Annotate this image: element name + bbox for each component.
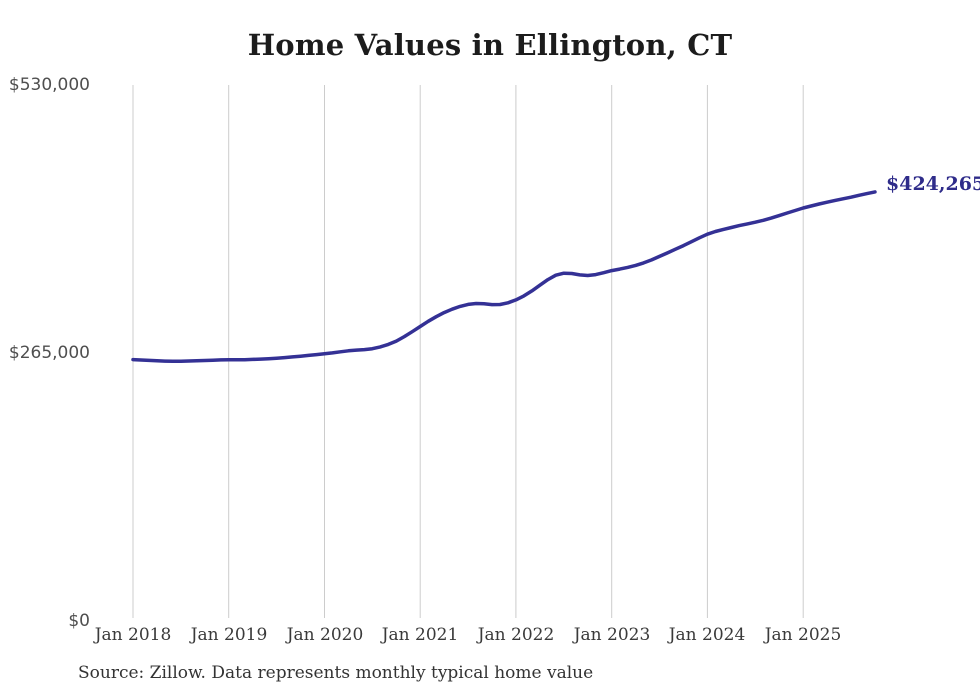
x-axis-tick-jan-2022: Jan 2022 (477, 625, 555, 645)
y-axis-tick-530000: $530,000 (8, 75, 90, 95)
x-axis-tick-jan-2018: Jan 2018 (94, 625, 172, 645)
y-axis-tick-265000: $265,000 (8, 343, 90, 363)
x-axis-tick-jan-2021: Jan 2021 (381, 625, 459, 645)
x-axis-tick-jan-2019: Jan 2019 (190, 625, 268, 645)
x-axis-tick-jan-2020: Jan 2020 (286, 625, 364, 645)
x-axis-tick-jan-2024: Jan 2024 (668, 625, 746, 645)
x-axis-tick-jan-2025: Jan 2025 (764, 625, 842, 645)
source-note: Source: Zillow. Data represents monthly … (78, 663, 594, 683)
y-axis-tick-0: $0 (68, 611, 90, 631)
x-axis-tick-jan-2023: Jan 2023 (573, 625, 651, 645)
latest-value-label: $424,265 (886, 173, 980, 195)
home-value-line (131, 190, 877, 364)
chart-title: Home Values in Ellington, CT (247, 28, 733, 62)
